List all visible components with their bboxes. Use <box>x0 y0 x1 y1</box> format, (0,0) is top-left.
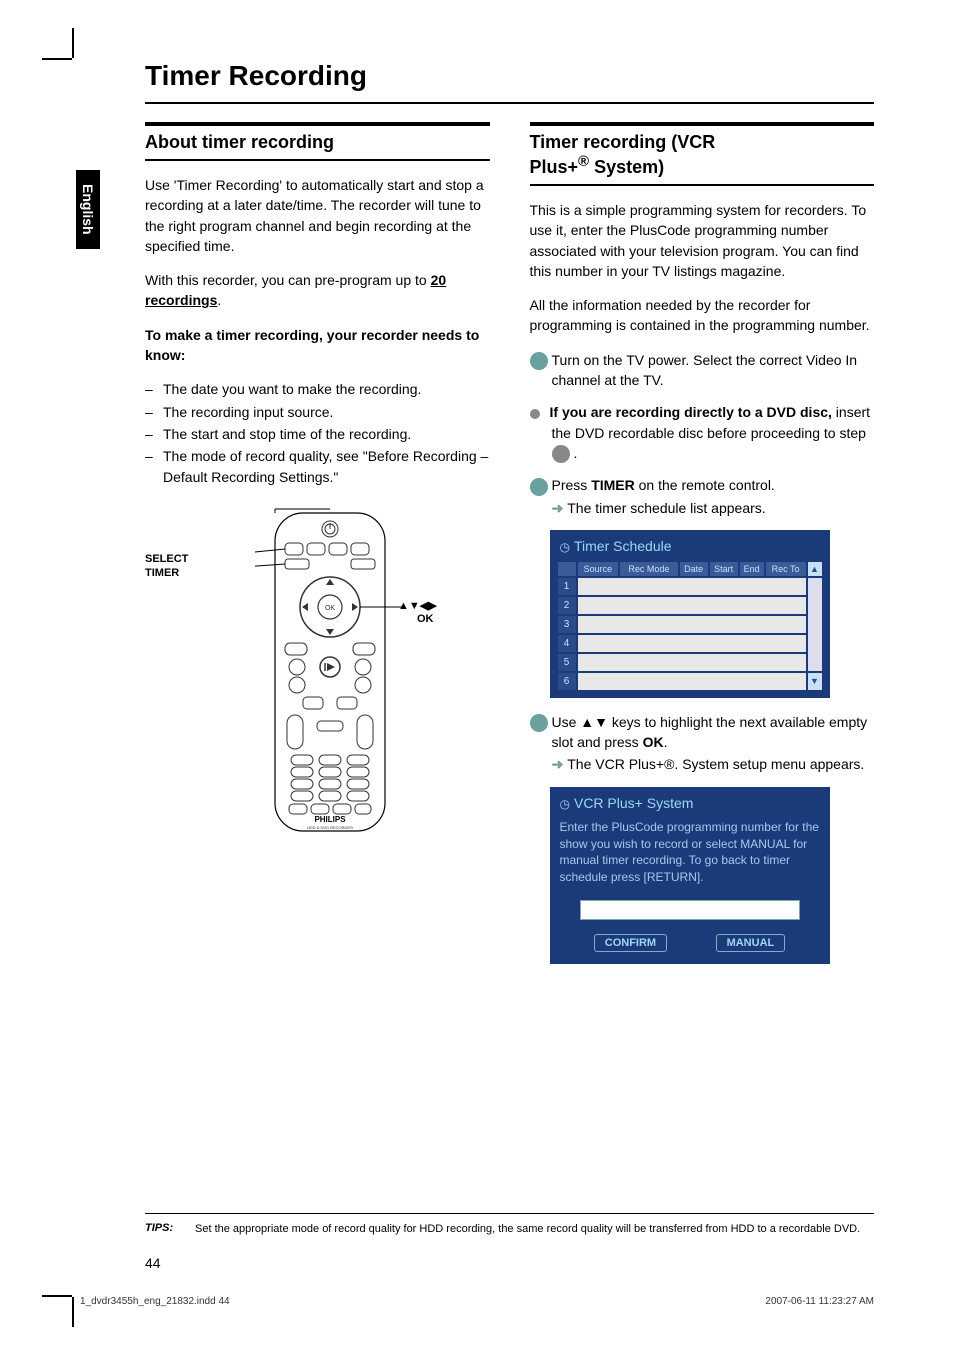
heading-line1: Timer recording (VCR <box>530 132 716 152</box>
remote-svg: OK <box>255 507 405 837</box>
step-2-post: on the remote control. <box>635 477 775 493</box>
row-num: 5 <box>558 654 576 671</box>
col-header: End <box>740 562 764 576</box>
crop-mark <box>72 1297 74 1327</box>
list-item: The date you want to make the recording. <box>145 379 490 399</box>
col-header: Rec Mode <box>620 562 677 576</box>
step-number-2-icon: 2 <box>530 478 548 496</box>
manual-button[interactable]: MANUAL <box>716 934 786 952</box>
footer-timestamp: 2007-06-11 11:23:27 AM <box>765 1296 874 1307</box>
vcr-panel-title-text: VCR Plus+ System <box>574 795 693 811</box>
table-row[interactable] <box>578 654 806 671</box>
needs-heading: To make a timer recording, your recorder… <box>145 325 490 366</box>
pluscode-input[interactable] <box>580 900 800 920</box>
bullet-bold: If you are recording directly to a DVD d… <box>550 404 832 420</box>
vcr-plus-panel: ◷ VCR Plus+ System Enter the PlusCode pro… <box>550 787 830 964</box>
confirm-button[interactable]: CONFIRM <box>594 934 667 952</box>
svg-text:OK: OK <box>325 605 335 612</box>
bullet-dvd-note: If you are recording directly to a DVD d… <box>530 402 875 463</box>
list-item: The recording input source. <box>145 402 490 422</box>
vcr-panel-text: Enter the PlusCode programming number fo… <box>560 819 820 886</box>
remote-label-select: SELECT <box>145 553 188 565</box>
step-2-result: ➜The timer schedule list appears. <box>530 498 875 518</box>
tips-label: TIPS: <box>145 1222 195 1237</box>
step-3: 3Use ▲▼ keys to highlight the next avail… <box>530 712 875 753</box>
clock-icon: ◷ <box>560 797 570 811</box>
step-2-pre: Press <box>552 477 592 493</box>
about-paragraph-2: With this recorder, you can pre-program … <box>145 270 490 311</box>
remote-label-ok: OK <box>417 613 434 625</box>
tips-footer: TIPS: Set the appropriate mode of record… <box>145 1213 874 1237</box>
page-number: 44 <box>145 1255 161 1271</box>
step-number-1-icon: 1 <box>530 352 548 370</box>
clock-icon: ◷ <box>560 540 570 554</box>
bullet-icon <box>530 409 540 419</box>
table-row[interactable] <box>578 597 806 614</box>
svg-text:PHILIPS: PHILIPS <box>314 815 346 824</box>
crop-mark <box>42 58 72 60</box>
step-2: 2Press TIMER on the remote control. <box>530 475 875 495</box>
row-num: 3 <box>558 616 576 633</box>
timer-schedule-title: ◷ Timer Schedule <box>556 536 824 560</box>
step-2-bold: TIMER <box>591 477 635 493</box>
row-num: 6 <box>558 673 576 690</box>
vcr-panel-title: ◷ VCR Plus+ System <box>560 795 820 811</box>
remote-label-timer: TIMER <box>145 567 179 579</box>
col-header: Start <box>710 562 738 576</box>
right-column: Timer recording (VCR Plus+® System) This… <box>530 122 875 978</box>
heading-line2-post: System) <box>589 157 664 177</box>
step-1-text: Turn on the TV power. Select the correct… <box>552 352 858 388</box>
col-header: Date <box>680 562 708 576</box>
row-num: 1 <box>558 578 576 595</box>
about-paragraph-1: Use 'Timer Recording' to automatically s… <box>145 175 490 256</box>
remote-diagram: SELECT TIMER ▲▼◀▶ OK <box>145 507 490 857</box>
vcr-paragraph-1: This is a simple programming system for … <box>530 200 875 281</box>
heading-line2-pre: Plus+ <box>530 157 579 177</box>
col-header: Rec To <box>766 562 806 576</box>
arrow-icon: ➜ <box>552 756 564 772</box>
text: . <box>217 292 221 308</box>
crop-mark <box>72 28 74 58</box>
step-3-bold: OK <box>643 734 664 750</box>
needs-list: The date you want to make the recording.… <box>145 379 490 486</box>
registered-mark: ® <box>578 153 589 170</box>
left-column: About timer recording Use 'Timer Recordi… <box>145 122 490 978</box>
step-number-3-icon: 3 <box>530 714 548 732</box>
step-3-post: . <box>664 734 668 750</box>
step-1: 1Turn on the TV power. Select the correc… <box>530 350 875 391</box>
text: With this recorder, you can pre-program … <box>145 272 431 288</box>
step-3-result: ➜The VCR Plus+®. System setup menu appea… <box>530 754 875 774</box>
step-3-sub-text: The VCR Plus+®. System setup menu appear… <box>567 756 864 772</box>
table-row[interactable] <box>578 673 806 690</box>
crop-mark <box>42 1295 72 1297</box>
list-item: The mode of record quality, see "Before … <box>145 446 490 487</box>
title-rule <box>145 102 874 104</box>
vcr-paragraph-2: All the information needed by the record… <box>530 295 875 336</box>
tips-text: Set the appropriate mode of record quali… <box>195 1222 874 1237</box>
step-ref-2-icon: 2 <box>552 445 570 463</box>
table-row[interactable] <box>578 635 806 652</box>
step-3-pre: Use ▲▼ keys to highlight the next availa… <box>552 714 868 750</box>
scrollbar[interactable] <box>808 578 822 671</box>
list-item: The start and stop time of the recording… <box>145 424 490 444</box>
step-2-sub-text: The timer schedule list appears. <box>567 500 765 516</box>
timer-schedule-table: Source Rec Mode Date Start End Rec To ▲ … <box>556 560 824 692</box>
svg-text:HDD & DVD RECORDER: HDD & DVD RECORDER <box>307 825 353 830</box>
row-num: 2 <box>558 597 576 614</box>
timer-schedule-panel: ◷ Timer Schedule Source Rec Mode Date Sta… <box>550 530 830 698</box>
scroll-down-icon[interactable]: ▼ <box>808 673 822 690</box>
arrow-icon: ➜ <box>552 500 564 516</box>
section-heading-about: About timer recording <box>145 122 490 161</box>
table-row[interactable] <box>578 616 806 633</box>
footer-filename: 1_dvdr3455h_eng_21832.indd 44 <box>80 1296 230 1307</box>
language-tab: English <box>76 170 100 249</box>
row-num: 4 <box>558 635 576 652</box>
scroll-up-icon[interactable]: ▲ <box>808 562 822 576</box>
table-row[interactable] <box>578 578 806 595</box>
bullet-end: . <box>574 445 578 461</box>
timer-schedule-title-text: Timer Schedule <box>574 538 672 554</box>
col-header: Source <box>578 562 619 576</box>
page-title: Timer Recording <box>145 60 874 92</box>
section-heading-vcrplus: Timer recording (VCR Plus+® System) <box>530 122 875 186</box>
